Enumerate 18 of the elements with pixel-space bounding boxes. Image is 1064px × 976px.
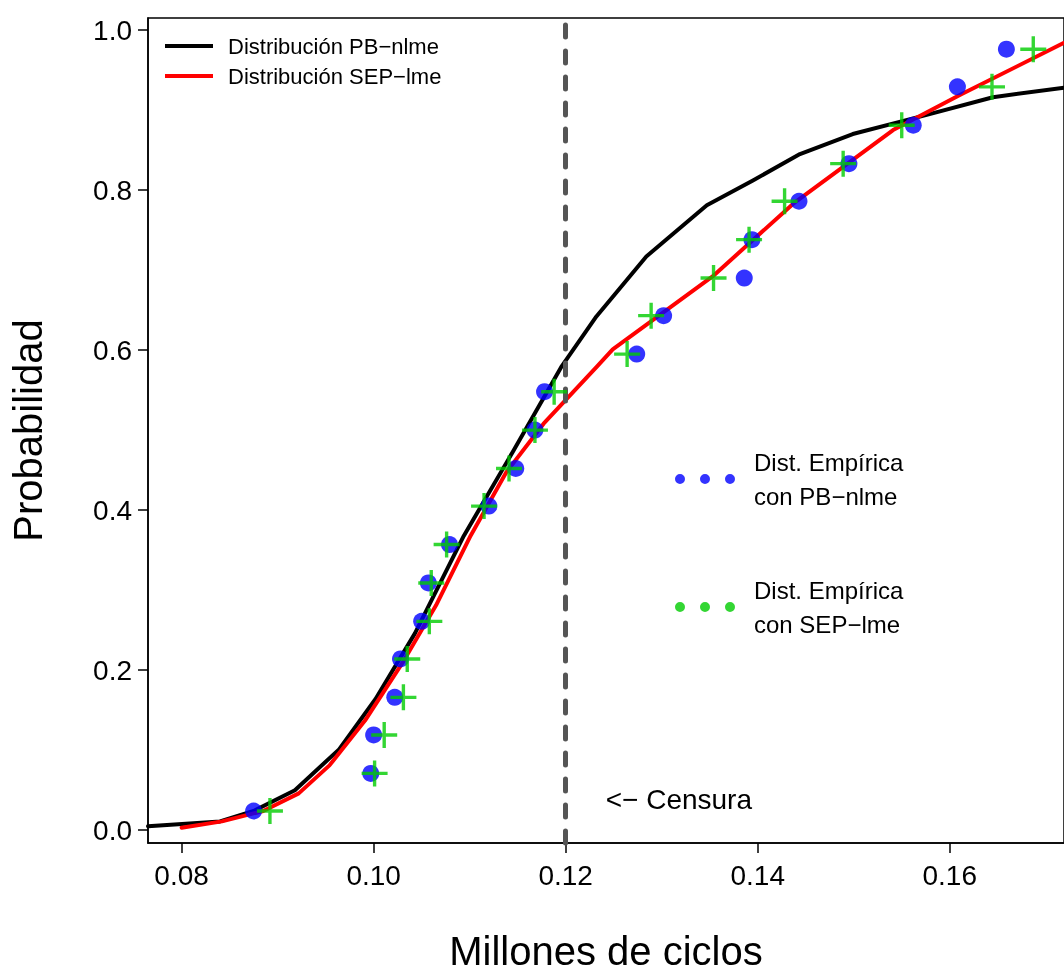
- y-tick-label: 0.4: [93, 494, 132, 526]
- y-tick-label: 0.8: [93, 174, 132, 206]
- x-tick-label: 0.08: [154, 859, 209, 891]
- legend-label: Dist. Empírica con SEP−lme: [754, 576, 911, 638]
- legend-label: Distribución SEP−lme: [228, 63, 442, 89]
- y-tick-label: 0.0: [93, 814, 132, 846]
- ref-line-label: <− Censura: [605, 783, 753, 815]
- x-tick-label: 0.14: [730, 859, 785, 891]
- x-tick-label: 0.12: [538, 859, 593, 891]
- y-tick-label: 1.0: [93, 14, 132, 46]
- y-axis-title: Probabilidad: [6, 319, 50, 542]
- x-axis-title: Millones de ciclos: [449, 929, 763, 973]
- x-tick-label: 0.16: [922, 859, 977, 891]
- x-tick-label: 0.10: [346, 859, 401, 891]
- y-tick-label: 0.6: [93, 334, 132, 366]
- legend-label: Dist. Empírica con PB−nlme: [754, 448, 911, 510]
- legend-label: Distribución PB−nlme: [228, 33, 439, 59]
- y-tick-label: 0.2: [93, 654, 132, 686]
